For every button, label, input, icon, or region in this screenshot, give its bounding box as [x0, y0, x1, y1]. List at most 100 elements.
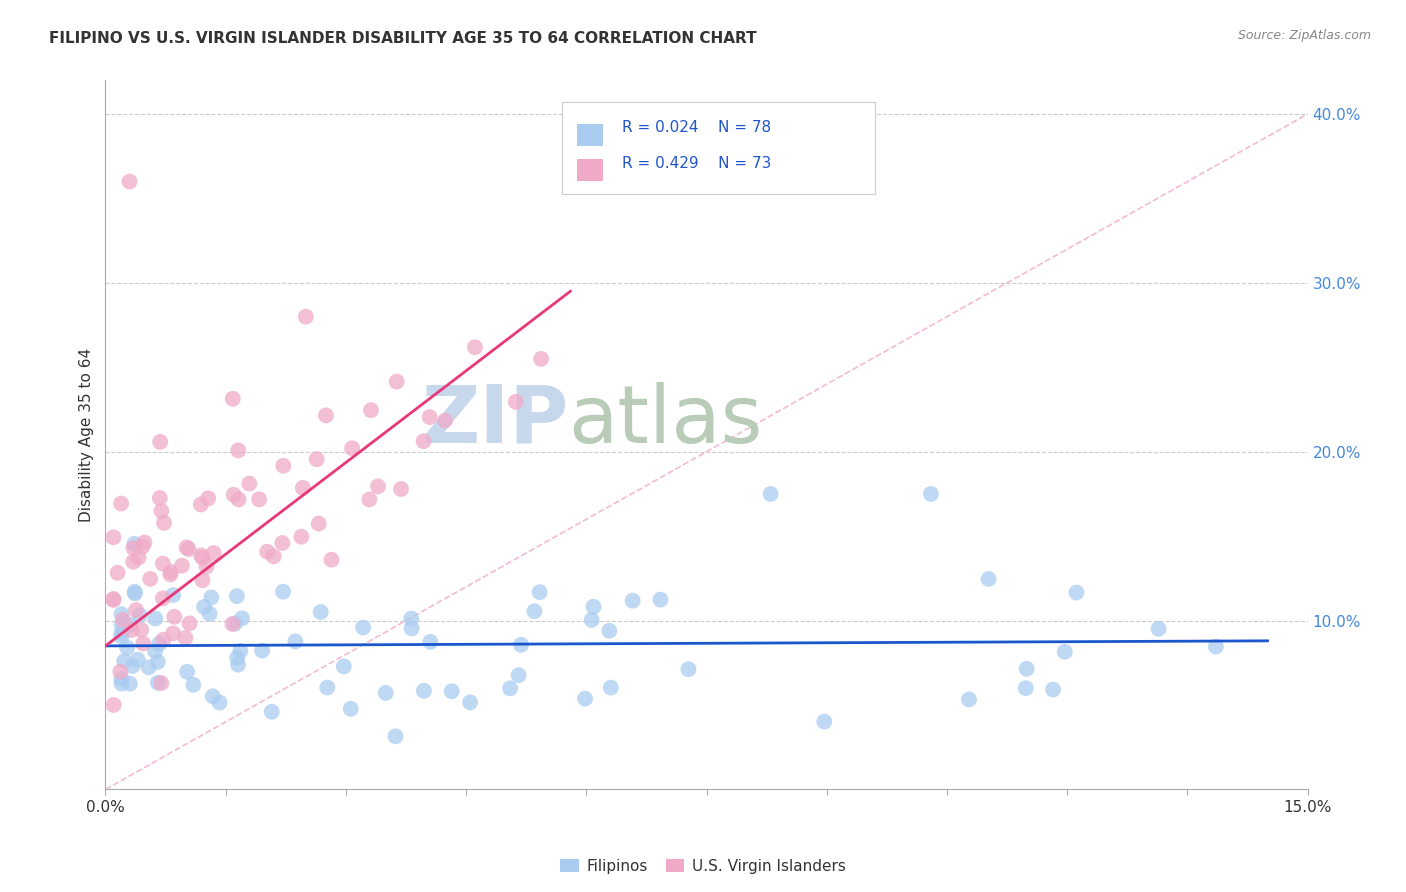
Point: [202, 546, 225, 560]
Point: [399, 611, 422, 625]
Point: [110, 630, 132, 644]
Point: [599, 681, 621, 695]
Point: [1015, 662, 1038, 676]
Point: [139, 572, 162, 586]
Point: [581, 613, 603, 627]
Point: [419, 410, 441, 425]
Point: [247, 492, 270, 507]
Point: [191, 550, 214, 565]
Point: [153, 516, 176, 530]
Point: [138, 660, 160, 674]
Point: [271, 536, 294, 550]
Point: [103, 530, 125, 544]
Point: [110, 607, 132, 621]
Point: [163, 609, 186, 624]
Text: FILIPINO VS U.S. VIRGIN ISLANDER DISABILITY AGE 35 TO 64 CORRELATION CHART: FILIPINO VS U.S. VIRGIN ISLANDER DISABIL…: [49, 31, 756, 46]
Point: [124, 584, 146, 599]
Point: [359, 492, 381, 507]
Point: [419, 635, 441, 649]
Point: [149, 434, 172, 449]
Point: [152, 591, 174, 606]
Point: [290, 530, 312, 544]
Point: [1053, 645, 1076, 659]
Legend: Filipinos, U.S. Virgin Islanders: Filipinos, U.S. Virgin Islanders: [554, 853, 852, 880]
Point: [1042, 682, 1064, 697]
Point: [505, 394, 527, 409]
Point: [621, 593, 644, 607]
Point: [920, 487, 942, 501]
Point: [162, 588, 184, 602]
Point: [131, 540, 153, 554]
Point: [177, 542, 200, 557]
Point: [499, 681, 522, 696]
Point: [412, 683, 434, 698]
Point: [190, 498, 212, 512]
Point: [121, 623, 143, 637]
Point: [127, 653, 149, 667]
Point: [360, 403, 382, 417]
Point: [271, 584, 294, 599]
Point: [170, 558, 193, 573]
Point: [125, 603, 148, 617]
Point: [132, 636, 155, 650]
Point: [678, 662, 700, 676]
Point: [759, 487, 782, 501]
Point: [598, 624, 620, 638]
Point: [152, 557, 174, 571]
Point: [529, 585, 551, 599]
Point: [195, 559, 218, 574]
Point: [118, 618, 141, 632]
Point: [103, 698, 125, 712]
Point: [226, 443, 249, 458]
Point: [122, 541, 145, 555]
Point: [118, 175, 141, 189]
Point: [1015, 681, 1038, 695]
Point: [149, 491, 172, 505]
Point: [374, 686, 396, 700]
Point: [152, 632, 174, 647]
Point: [190, 549, 212, 563]
Point: [238, 476, 260, 491]
Point: [384, 729, 406, 743]
Point: [308, 516, 330, 531]
Point: [110, 626, 132, 640]
Point: [159, 565, 181, 579]
Point: [440, 684, 463, 698]
Point: [464, 340, 486, 354]
Point: [146, 655, 169, 669]
Point: [224, 616, 246, 631]
Point: [148, 637, 170, 651]
Point: [128, 608, 150, 623]
Point: [228, 492, 250, 507]
Y-axis label: Disability Age 35 to 64: Disability Age 35 to 64: [79, 348, 94, 522]
Point: [110, 672, 132, 686]
Point: [150, 676, 173, 690]
Point: [523, 604, 546, 618]
Point: [107, 566, 129, 580]
Point: [385, 375, 408, 389]
Point: [321, 552, 343, 566]
Text: ZIP: ZIP: [420, 382, 568, 459]
Point: [284, 634, 307, 648]
Point: [124, 586, 146, 600]
Point: [231, 611, 253, 625]
Point: [111, 613, 134, 627]
Point: [434, 414, 457, 428]
Point: [221, 616, 243, 631]
Point: [146, 675, 169, 690]
Point: [340, 442, 363, 456]
Point: [530, 351, 553, 366]
Text: R = 0.024    N = 78: R = 0.024 N = 78: [623, 120, 772, 136]
Point: [110, 497, 132, 511]
Point: [305, 452, 328, 467]
FancyBboxPatch shape: [576, 159, 603, 181]
Point: [179, 616, 201, 631]
Point: [129, 623, 152, 637]
Point: [143, 644, 166, 658]
Point: [389, 482, 412, 496]
Point: [977, 572, 1000, 586]
Point: [401, 621, 423, 635]
Point: [150, 504, 173, 518]
Point: [134, 535, 156, 549]
Point: [316, 681, 339, 695]
